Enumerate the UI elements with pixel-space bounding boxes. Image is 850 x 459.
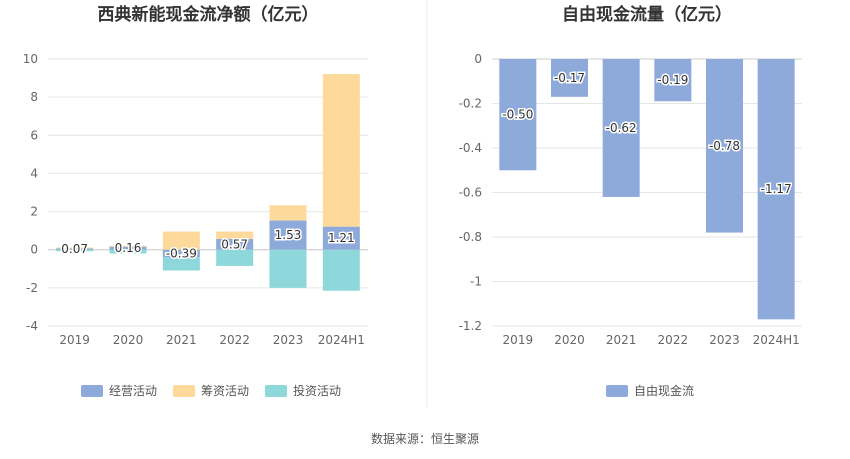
- data-label: -0.62: [606, 121, 637, 135]
- bar-筹资活动-2022: [216, 231, 254, 239]
- chart-title: 西典新能现金流净额（亿元）: [98, 4, 319, 25]
- bar-筹资活动-2019: [56, 247, 94, 249]
- y-tick-label: -1: [470, 275, 482, 289]
- legend-swatch: [265, 385, 287, 397]
- data-label: -1.17: [761, 182, 792, 196]
- data-source-note: 数据来源：恒生聚源: [371, 431, 479, 446]
- x-tick-label: 2023: [709, 333, 740, 347]
- y-tick-label: 2: [30, 205, 38, 219]
- data-label: -0.17: [554, 71, 585, 85]
- data-label: 1.53: [275, 228, 302, 242]
- legend-label: 投资活动: [293, 383, 341, 398]
- bar-经营活动-2021: [162, 249, 200, 258]
- bar-自由现金流-2019: [499, 59, 537, 171]
- legend-swatch: [173, 385, 195, 397]
- legend-label: 筹资活动: [201, 384, 249, 398]
- data-label: 1.21: [328, 231, 355, 245]
- bar-自由现金流-2022: [654, 59, 692, 102]
- bar-自由现金流-2020: [551, 59, 588, 97]
- bar-经营活动-2024H1: [322, 226, 360, 250]
- bar-筹资活动-2023: [269, 205, 307, 221]
- bar-自由现金流-2024H1: [757, 59, 795, 320]
- data-label: 0.16: [115, 241, 142, 255]
- bar-经营活动-2022: [216, 238, 254, 250]
- bar-投资活动-2021: [162, 257, 200, 271]
- y-tick-label: 10: [23, 52, 38, 66]
- data-label: 0.57: [221, 237, 248, 251]
- legend-swatch: [606, 385, 628, 397]
- bar-投资活动-2023: [269, 249, 307, 288]
- left-chart: 西典新能现金流净额（亿元） 10 8 6 4 2 0 -2 -4 2019 0.07 2020 0.16…: [23, 4, 368, 398]
- bar-投资活动-2020: [109, 249, 147, 254]
- right-chart: 自由现金流量（亿元） 0 -0.2 -0.4 -0.6 -0.8 -1 -1.2 2019 -0.…: [459, 4, 802, 398]
- y-tick-label: -1.2: [459, 319, 482, 333]
- data-label: -0.39: [166, 246, 197, 260]
- bar-筹资活动-2021: [162, 231, 200, 250]
- y-tick-label: -0.8: [459, 230, 482, 244]
- bar-自由现金流-2023: [706, 59, 743, 233]
- legend-swatch: [81, 385, 103, 397]
- y-tick-label: 8: [30, 90, 38, 104]
- y-tick-label: -0.4: [459, 141, 482, 155]
- y-tick-label: 0: [30, 243, 38, 257]
- x-tick-label: 2020: [113, 333, 144, 347]
- data-label: -0.50: [502, 108, 533, 122]
- x-tick-label: 2021: [606, 333, 637, 347]
- bar-投资活动-2019: [56, 249, 94, 252]
- y-tick-label: -0.6: [459, 186, 482, 200]
- x-tick-label: 2022: [658, 333, 689, 347]
- bar-经营活动-2023: [269, 220, 307, 250]
- legend-label: 经营活动: [109, 384, 157, 398]
- bar-经营活动-2019: [56, 248, 94, 250]
- x-tick-label: 2020: [554, 333, 585, 347]
- x-tick-label: 2019: [503, 333, 534, 347]
- bar-筹资活动-2024H1: [322, 74, 360, 227]
- x-tick-label: 2019: [59, 333, 90, 347]
- y-tick-label: 0: [474, 52, 482, 66]
- y-tick-label: -2: [26, 281, 38, 295]
- x-tick-label: 2023: [273, 333, 304, 347]
- x-tick-label: 2024H1: [753, 333, 800, 347]
- x-tick-label: 2024H1: [318, 333, 365, 347]
- y-tick-label: 6: [30, 128, 38, 142]
- bar-经营活动-2020: [109, 246, 147, 250]
- chart-title: 自由现金流量（亿元）: [562, 4, 732, 25]
- bar-筹资活动-2020: [109, 245, 147, 247]
- y-tick-label: -0.2: [459, 97, 482, 111]
- data-label: 0.07: [61, 242, 88, 256]
- x-tick-label: 2021: [166, 333, 197, 347]
- y-tick-label: -4: [26, 319, 38, 333]
- bar-自由现金流-2021: [602, 59, 640, 197]
- bar-投资活动-2022: [216, 249, 254, 266]
- y-tick-label: 4: [30, 166, 38, 180]
- data-label: -0.19: [657, 73, 688, 87]
- legend-label: 自由现金流: [634, 383, 694, 398]
- bar-投资活动-2024H1: [322, 249, 360, 291]
- data-label: -0.78: [709, 139, 740, 153]
- x-tick-label: 2022: [219, 333, 250, 347]
